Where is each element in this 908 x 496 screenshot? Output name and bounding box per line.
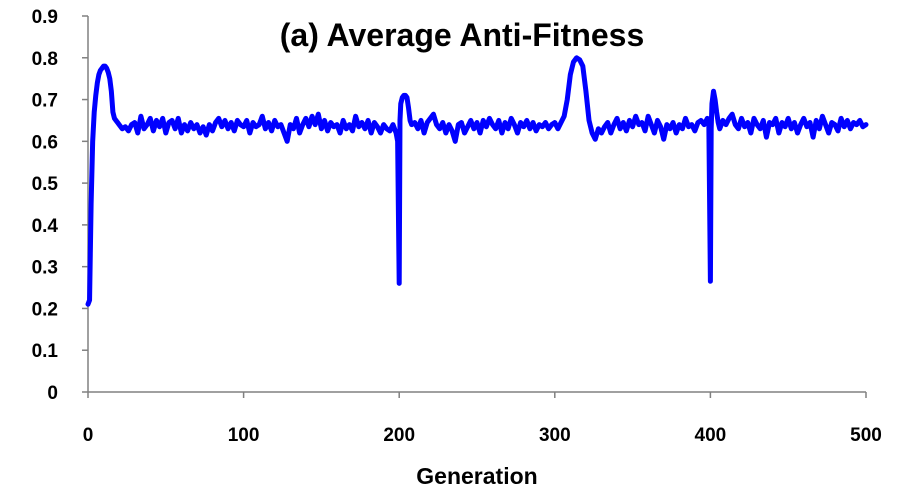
y-tick-label: 0.5 (32, 174, 59, 195)
y-axis-ticks: 0 0.1 0.2 0.3 0.4 0.5 0.6 0.7 0.8 0.9 (32, 7, 88, 404)
x-tick-label: 0 (83, 425, 94, 446)
chart-title: (a) Average Anti-Fitness (280, 17, 645, 53)
x-tick-label: 400 (695, 425, 727, 446)
x-axis-ticks: 0 100 200 300 400 500 (83, 392, 882, 446)
x-tick-label: 500 (850, 425, 882, 446)
y-tick-label: 0.1 (32, 341, 59, 362)
y-tick-label: 0.2 (32, 299, 58, 320)
y-tick-label: 0.8 (32, 49, 58, 70)
x-tick-label: 300 (539, 425, 571, 446)
y-tick-label: 0 (47, 383, 58, 404)
y-tick-label: 0.7 (32, 91, 58, 112)
y-tick-label: 0.3 (32, 258, 58, 279)
y-tick-label: 0.9 (32, 7, 58, 28)
y-tick-label: 0.4 (32, 216, 59, 237)
x-tick-label: 200 (383, 425, 415, 446)
x-tick-label: 100 (228, 425, 260, 446)
x-axis-title: Generation (416, 463, 537, 489)
series-line (85, 55, 869, 307)
y-tick-label: 0.6 (32, 132, 58, 153)
